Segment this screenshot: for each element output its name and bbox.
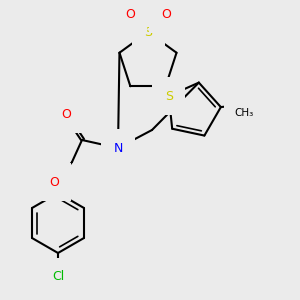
Text: Cl: Cl bbox=[52, 271, 64, 284]
Text: O: O bbox=[49, 176, 59, 188]
Text: O: O bbox=[61, 107, 71, 121]
Text: O: O bbox=[161, 8, 171, 20]
Text: CH₃: CH₃ bbox=[234, 108, 254, 118]
Text: S: S bbox=[165, 89, 173, 103]
Text: S: S bbox=[144, 26, 152, 38]
Text: O: O bbox=[125, 8, 135, 20]
Text: N: N bbox=[113, 142, 123, 154]
